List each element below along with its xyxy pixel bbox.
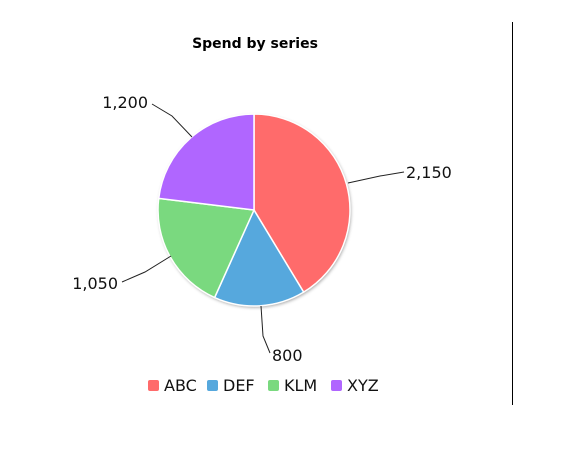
legend-swatch-xyz [331,380,342,391]
legend-item-abc[interactable]: ABC [148,376,197,395]
pie-slice-def[interactable] [213,209,305,307]
legend-label-def: DEF [223,376,255,395]
divider-line [512,22,513,405]
data-label-def: 800 [272,346,303,365]
legend-label-klm: KLM [284,376,317,395]
legend-item-xyz[interactable]: XYZ [331,376,379,395]
label-connector-abc [347,171,405,184]
data-labels: 2,150 800 1,050 1,200 [72,93,452,365]
label-connector-def [260,305,271,354]
legend-label-abc: ABC [164,376,197,395]
label-connectors [121,103,405,354]
legend-label-xyz: XYZ [347,376,379,395]
legend-item-def[interactable]: DEF [207,376,255,395]
label-connector-xyz [151,103,193,138]
pie-slice-xyz[interactable] [157,113,255,211]
data-label-xyz: 1,200 [102,93,148,112]
legend-item-klm[interactable]: KLM [268,376,317,395]
chart-title: Spend by series [192,36,318,52]
data-label-abc: 2,150 [406,163,452,182]
legend-swatch-abc [148,380,159,391]
legend-swatch-klm [268,380,279,391]
pie-slices [157,113,351,307]
pie-slice-klm[interactable] [157,197,255,299]
pie-slice-abc[interactable] [253,113,351,293]
label-connector-klm [121,255,172,283]
data-label-klm: 1,050 [72,274,118,293]
legend: ABC DEF KLM XYZ [148,376,379,395]
legend-swatch-def [207,380,218,391]
